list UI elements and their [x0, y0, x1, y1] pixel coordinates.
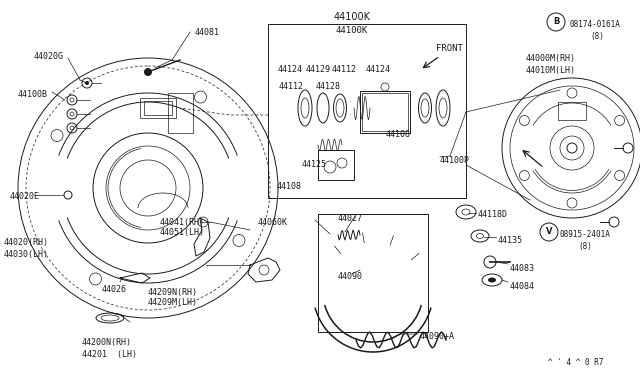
Text: 44100K: 44100K: [333, 12, 371, 22]
Bar: [362, 93, 408, 131]
Text: 44100K: 44100K: [336, 26, 368, 35]
Text: 44084: 44084: [510, 282, 535, 291]
Text: (8): (8): [590, 32, 604, 41]
Circle shape: [51, 129, 63, 141]
Text: 44108: 44108: [386, 130, 411, 139]
Bar: [360, 91, 410, 133]
Text: (8): (8): [578, 242, 592, 251]
Ellipse shape: [488, 278, 496, 282]
Text: 44100B: 44100B: [18, 90, 48, 99]
Text: 44112: 44112: [279, 82, 304, 91]
Text: 44125: 44125: [302, 160, 327, 169]
Text: 44090: 44090: [338, 272, 363, 281]
Bar: [318, 150, 354, 180]
Text: 44108: 44108: [277, 182, 302, 191]
Text: 44020E: 44020E: [10, 192, 40, 201]
Circle shape: [90, 273, 102, 285]
Text: 44020(RH): 44020(RH): [4, 238, 49, 247]
Circle shape: [614, 170, 625, 180]
Circle shape: [567, 198, 577, 208]
Text: 44135: 44135: [498, 236, 523, 245]
Text: V: V: [546, 228, 552, 237]
Circle shape: [144, 68, 152, 76]
Text: 44041(RH): 44041(RH): [160, 218, 205, 227]
Text: 44027: 44027: [338, 214, 363, 223]
Text: 44083: 44083: [510, 264, 535, 273]
Text: 44100P: 44100P: [440, 156, 470, 165]
Text: 44081: 44081: [195, 28, 220, 37]
Bar: [144, 101, 172, 115]
Circle shape: [567, 88, 577, 98]
Text: 44124: 44124: [278, 65, 303, 74]
Text: 44000M(RH): 44000M(RH): [526, 54, 576, 63]
Text: 44124: 44124: [366, 65, 391, 74]
Text: ^ ' 4 ^ 0 R7: ^ ' 4 ^ 0 R7: [548, 358, 604, 367]
Text: 44030(LH): 44030(LH): [4, 250, 49, 259]
Text: B: B: [553, 17, 559, 26]
Text: 08915-2401A: 08915-2401A: [560, 230, 611, 239]
Circle shape: [614, 115, 625, 125]
Circle shape: [85, 81, 89, 85]
Circle shape: [520, 170, 529, 180]
Text: 44128: 44128: [316, 82, 341, 91]
Text: 44026: 44026: [102, 285, 127, 294]
Text: FRONT: FRONT: [436, 44, 463, 53]
Text: 44209N(RH): 44209N(RH): [148, 288, 198, 297]
Text: 44060K: 44060K: [258, 218, 288, 227]
Text: 44090+A: 44090+A: [420, 332, 455, 341]
Text: 44209M(LH): 44209M(LH): [148, 298, 198, 307]
Text: 44118D: 44118D: [478, 210, 508, 219]
Text: 44112: 44112: [332, 65, 357, 74]
Bar: [140, 98, 176, 118]
Bar: [168, 93, 193, 133]
Circle shape: [520, 115, 529, 125]
Text: 44010M(LH): 44010M(LH): [526, 66, 576, 75]
Bar: [558, 102, 586, 120]
Text: 44051(LH): 44051(LH): [160, 228, 205, 237]
Text: 08174-0161A: 08174-0161A: [570, 20, 621, 29]
Circle shape: [195, 91, 207, 103]
Text: 44201  (LH): 44201 (LH): [82, 350, 137, 359]
Text: 44129: 44129: [306, 65, 331, 74]
Text: 44020G: 44020G: [34, 52, 64, 61]
Text: 44200N(RH): 44200N(RH): [82, 338, 132, 347]
Circle shape: [233, 234, 245, 247]
